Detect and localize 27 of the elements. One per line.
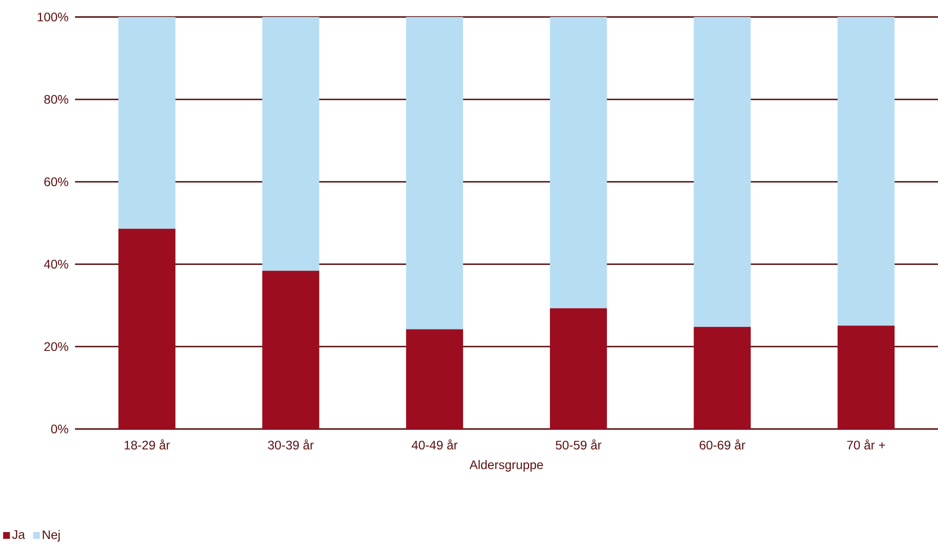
y-tick-label: 60%	[44, 177, 68, 186]
y-tick-label: 80%	[44, 94, 68, 104]
y-tick-label: 20%	[44, 342, 68, 352]
legend-label: Nej	[42, 530, 60, 542]
x-axis-title: Aldersgruppe	[470, 460, 543, 472]
y-tick-label: 100%	[38, 12, 68, 22]
bar	[838, 326, 895, 429]
bar	[550, 308, 607, 429]
x-tick-label: 30-39 år	[268, 439, 314, 450]
bar	[550, 16, 607, 308]
bar	[694, 16, 751, 327]
legend-label: Ja	[12, 530, 26, 539]
bar	[406, 16, 464, 330]
x-tick-label: 50-59 år	[556, 439, 602, 450]
y-tick-label: 40%	[44, 260, 68, 269]
bar	[262, 270, 320, 429]
bar	[118, 16, 176, 229]
bar	[838, 16, 895, 326]
x-tick-label: 40-49 år	[412, 439, 458, 450]
bar	[262, 16, 320, 271]
y-tick-label: 0%	[51, 424, 68, 434]
bar	[406, 329, 464, 429]
x-tick-label: 60-69 år	[700, 439, 746, 450]
bar	[694, 326, 751, 429]
x-tick-label: 18-29 år	[124, 439, 170, 450]
bar	[118, 228, 176, 429]
x-tick-label: 70 år +	[847, 439, 886, 450]
